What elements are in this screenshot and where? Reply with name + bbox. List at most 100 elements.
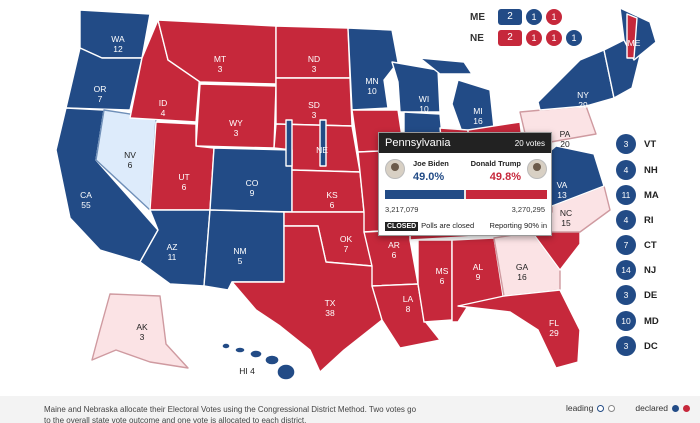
state-label-or: OR 7 — [82, 84, 118, 104]
state-abbr-wy: WY — [229, 118, 243, 128]
nh-ev: 4 — [616, 160, 636, 180]
me-label: ME — [470, 11, 485, 23]
state-abbr-va: VA — [556, 180, 568, 190]
small-state-dc[interactable]: 3 DC — [616, 336, 658, 356]
candidate-a-name: Joe Biden — [413, 159, 449, 168]
ne-district-1[interactable] — [285, 119, 293, 167]
legend-declared-label: declared — [635, 403, 668, 413]
state-label-ca: CA 55 — [68, 190, 104, 210]
state-ms[interactable] — [417, 239, 453, 323]
state-abbr-ak: AK — [136, 322, 148, 332]
state-wi[interactable] — [391, 61, 441, 113]
state-ev-id: 4 — [160, 108, 166, 118]
state-abbr-wi: WI — [418, 94, 430, 104]
state-hi[interactable] — [221, 342, 296, 381]
state-label-nm: NM 5 — [222, 246, 258, 266]
state-ev-co: 9 — [249, 188, 255, 198]
dc-ev: 3 — [616, 336, 636, 356]
state-abbr-ar: AR — [388, 240, 400, 250]
me-total[interactable]: 2 — [498, 9, 522, 25]
state-abbr-az: AZ — [166, 242, 178, 252]
ne-label: NE — [470, 32, 484, 44]
state-abbr-fl: FL — [549, 318, 559, 328]
state-label-la: LA 8 — [390, 294, 426, 314]
state-abbr-nd: ND — [307, 54, 321, 64]
me-district-row: ME 2 1 1 — [470, 7, 562, 27]
state-ev-ar: 6 — [391, 250, 397, 260]
ri-abbr: RI — [644, 214, 654, 226]
state-ev-az: 11 — [167, 252, 177, 262]
tooltip-header: Pennsylvania 20 votes — [379, 133, 551, 153]
state-ev-mn: 10 — [367, 86, 377, 96]
state-wy[interactable] — [195, 83, 277, 149]
state-ev-wi: 10 — [419, 104, 429, 114]
legend-declared-dem-swatch — [672, 404, 679, 412]
legend-declared-rep-swatch — [683, 404, 690, 412]
vote-share-bar-gap — [464, 190, 467, 199]
small-state-ma[interactable]: 11 MA — [616, 185, 659, 205]
state-label-me: ME — [616, 38, 652, 48]
state-label-wi: WI 10 — [406, 94, 442, 114]
state-tx[interactable] — [231, 225, 383, 373]
small-state-nh[interactable]: 4 NH — [616, 160, 658, 180]
state-abbr-sd: SD — [308, 100, 320, 110]
small-state-ct[interactable]: 7 CT — [616, 235, 657, 255]
state-abbr-mn: MN — [365, 76, 379, 86]
state-ak[interactable] — [91, 293, 189, 369]
ri-ev: 4 — [616, 210, 636, 230]
me-district-2[interactable]: 1 — [546, 9, 562, 25]
state-or[interactable] — [65, 47, 143, 111]
tooltip-electoral-votes: 20 votes — [514, 138, 545, 148]
state-ev-wy: 3 — [233, 128, 239, 138]
nj-ev: 14 — [616, 260, 636, 280]
md-ev: 10 — [616, 311, 636, 331]
state-label-mi: MI 16 — [460, 106, 496, 126]
legend-leading-label: leading — [565, 403, 594, 413]
state-abbr-mt: MT — [213, 54, 227, 64]
state-me-district[interactable] — [626, 13, 638, 59]
state-abbr-al: AL — [472, 262, 484, 272]
state-abbr-co: CO — [245, 178, 259, 188]
state-ev-hi: 4 — [250, 366, 255, 376]
candidate-b-name: Donald Trump — [470, 159, 521, 168]
candidate-b-avatar — [527, 159, 547, 179]
state-ev-ks: 6 — [329, 200, 335, 210]
state-label-ut: UT 6 — [166, 172, 202, 192]
ne-district-2[interactable]: 1 — [546, 30, 562, 46]
legend-leading-rep-swatch — [608, 404, 616, 412]
ne-district-2[interactable] — [319, 119, 327, 167]
state-ev-nm: 5 — [237, 256, 243, 266]
state-mi-upper[interactable] — [419, 57, 473, 75]
state-label-az: AZ 11 — [154, 242, 190, 262]
state-ev-nd: 3 — [311, 64, 317, 74]
ne-district-3[interactable]: 1 — [566, 30, 582, 46]
ne-total[interactable]: 2 — [498, 30, 522, 46]
candidate-a-count: 3,217,079 — [385, 205, 419, 214]
reporting-status: Reporting 90% in — [489, 221, 547, 230]
state-fl[interactable] — [457, 289, 581, 369]
state-mt[interactable] — [157, 19, 277, 85]
footer-bar — [0, 396, 700, 423]
small-state-ri[interactable]: 4 RI — [616, 210, 654, 230]
state-abbr-ny: NY — [577, 90, 589, 100]
candidate-b-count: 3,270,295 — [511, 205, 545, 214]
state-ev-la: 8 — [405, 304, 411, 314]
state-mn[interactable] — [347, 27, 399, 111]
state-ev-al: 9 — [475, 272, 481, 282]
small-state-de[interactable]: 3 DE — [616, 285, 657, 305]
small-state-nj[interactable]: 14 NJ — [616, 260, 656, 280]
small-state-md[interactable]: 10 MD — [616, 311, 659, 331]
ma-ev: 11 — [616, 185, 636, 205]
ne-district-1[interactable]: 1 — [526, 30, 542, 46]
state-label-nv: NV 6 — [112, 150, 148, 170]
small-state-vt[interactable]: 3 VT — [616, 134, 656, 154]
dc-abbr: DC — [644, 340, 658, 352]
state-abbr-la: LA — [402, 294, 414, 304]
state-label-al: AL 9 — [460, 262, 496, 282]
state-abbr-ga: GA — [515, 262, 529, 272]
state-ev-pa: 20 — [560, 139, 570, 149]
me-district-1[interactable]: 1 — [526, 9, 542, 25]
candidate-a-pct: 49.0% — [413, 171, 445, 183]
vote-share-bar-a — [385, 190, 465, 199]
de-abbr: DE — [644, 289, 658, 301]
